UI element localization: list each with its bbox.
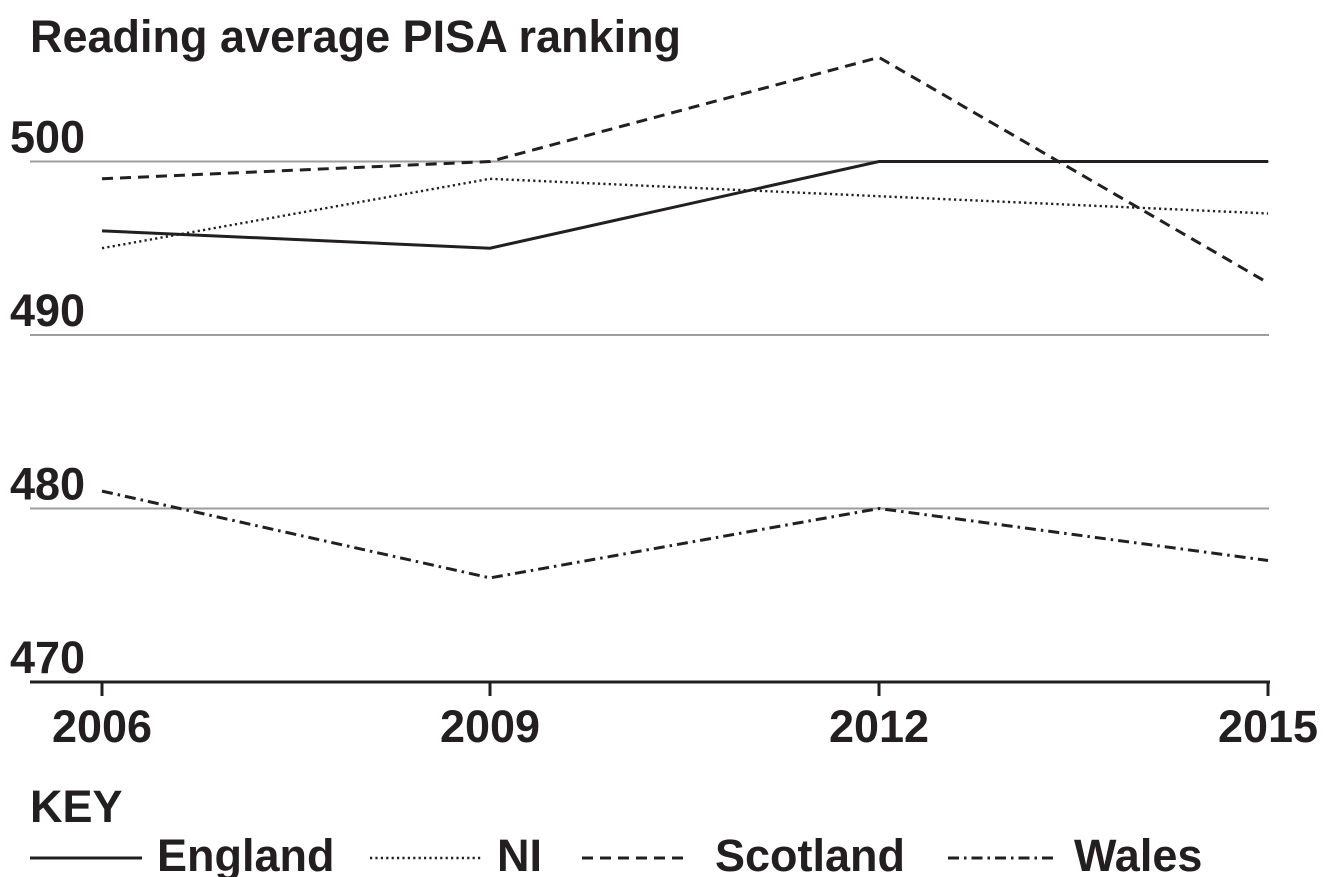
- chart-title: Reading average PISA ranking: [30, 11, 681, 62]
- y-axis-ticks: 500 490 480 470: [10, 112, 85, 684]
- series-line-england: [101, 160, 1268, 250]
- series-line-scotland: [101, 55, 1269, 285]
- y-tick-label: 470: [10, 632, 85, 683]
- legend-label-wales: Wales: [1074, 830, 1202, 877]
- x-tick-label: 2012: [829, 701, 929, 752]
- x-axis-ticks: 2006 2009 2012 2015: [52, 701, 1318, 752]
- x-axis: [30, 680, 1270, 696]
- legend: England NI Scotland Wales: [30, 830, 1202, 877]
- y-tick-label: 480: [10, 459, 85, 510]
- legend-label-england: England: [157, 830, 335, 877]
- x-tick-label: 2009: [440, 701, 540, 752]
- legend-label-ni: NI: [497, 830, 542, 877]
- y-tick-label: 490: [10, 285, 85, 336]
- series-lines: [101, 55, 1269, 580]
- x-tick-label: 2006: [52, 701, 152, 752]
- legend-title: KEY: [30, 781, 123, 832]
- y-tick-label: 500: [10, 112, 85, 163]
- series-line-wales: [101, 489, 1269, 580]
- legend-label-scotland: Scotland: [715, 830, 905, 877]
- x-tick-label: 2015: [1218, 701, 1318, 752]
- series-line-ni: [101, 177, 1269, 250]
